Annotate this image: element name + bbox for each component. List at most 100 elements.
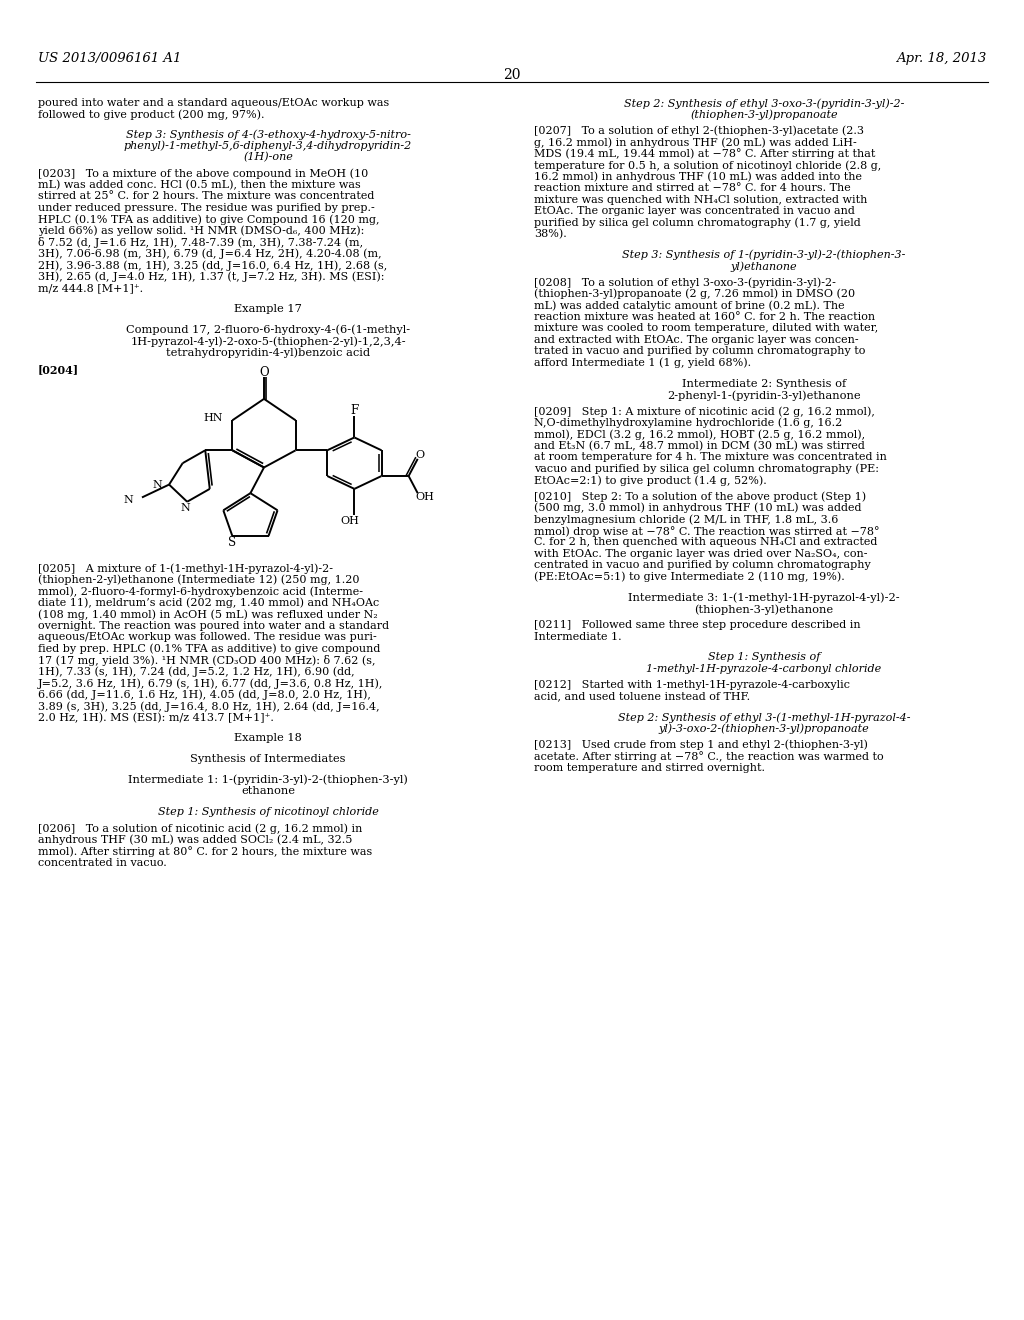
- Text: reaction mixture and stirred at −78° C. for 4 hours. The: reaction mixture and stirred at −78° C. …: [534, 183, 851, 193]
- Text: mL) was added conc. HCl (0.5 mL), then the mixture was: mL) was added conc. HCl (0.5 mL), then t…: [38, 180, 360, 190]
- Text: reaction mixture was heated at 160° C. for 2 h. The reaction: reaction mixture was heated at 160° C. f…: [534, 312, 876, 322]
- Text: Intermediate 2: Synthesis of: Intermediate 2: Synthesis of: [682, 379, 846, 388]
- Text: N: N: [123, 495, 133, 504]
- Text: Step 1: Synthesis of: Step 1: Synthesis of: [708, 652, 820, 663]
- Text: afford Intermediate 1 (1 g, yield 68%).: afford Intermediate 1 (1 g, yield 68%).: [534, 358, 752, 368]
- Text: mmol), 2-fluoro-4-formyl-6-hydroxybenzoic acid (Interme-: mmol), 2-fluoro-4-formyl-6-hydroxybenzoi…: [38, 586, 362, 597]
- Text: under reduced pressure. The residue was purified by prep.-: under reduced pressure. The residue was …: [38, 203, 375, 213]
- Text: 1H), 7.33 (s, 1H), 7.24 (dd, J=5.2, 1.2 Hz, 1H), 6.90 (dd,: 1H), 7.33 (s, 1H), 7.24 (dd, J=5.2, 1.2 …: [38, 667, 354, 677]
- Text: Synthesis of Intermediates: Synthesis of Intermediates: [190, 754, 346, 764]
- Text: 1-methyl-1H-pyrazole-4-carbonyl chloride: 1-methyl-1H-pyrazole-4-carbonyl chloride: [646, 664, 882, 673]
- Text: poured into water and a standard aqueous/EtOAc workup was: poured into water and a standard aqueous…: [38, 98, 389, 108]
- Text: 2.0 Hz, 1H). MS (ESI): m/z 413.7 [M+1]⁺.: 2.0 Hz, 1H). MS (ESI): m/z 413.7 [M+1]⁺.: [38, 713, 273, 723]
- Text: Step 2: Synthesis of ethyl 3-oxo-3-(pyridin-3-yl)-2-: Step 2: Synthesis of ethyl 3-oxo-3-(pyri…: [624, 98, 904, 108]
- Text: US 2013/0096161 A1: US 2013/0096161 A1: [38, 51, 181, 65]
- Text: [0211]   Followed same three step procedure described in: [0211] Followed same three step procedur…: [534, 620, 860, 630]
- Text: m/z 444.8 [M+1]⁺.: m/z 444.8 [M+1]⁺.: [38, 284, 143, 293]
- Text: 20: 20: [503, 69, 521, 82]
- Text: (500 mg, 3.0 mmol) in anhydrous THF (10 mL) was added: (500 mg, 3.0 mmol) in anhydrous THF (10 …: [534, 503, 861, 513]
- Text: 17 (17 mg, yield 3%). ¹H NMR (CD₃OD 400 MHz): δ 7.62 (s,: 17 (17 mg, yield 3%). ¹H NMR (CD₃OD 400 …: [38, 655, 376, 667]
- Text: overnight. The reaction was poured into water and a standard: overnight. The reaction was poured into …: [38, 620, 389, 631]
- Text: [0206]   To a solution of nicotinic acid (2 g, 16.2 mmol) in: [0206] To a solution of nicotinic acid (…: [38, 824, 362, 834]
- Text: yield 66%) as yellow solid. ¹H NMR (DMSO-d₆, 400 MHz):: yield 66%) as yellow solid. ¹H NMR (DMSO…: [38, 226, 365, 236]
- Text: N,O-dimethylhydroxylamine hydrochloride (1.6 g, 16.2: N,O-dimethylhydroxylamine hydrochloride …: [534, 417, 843, 428]
- Text: N: N: [153, 479, 162, 490]
- Text: Intermediate 1.: Intermediate 1.: [534, 631, 622, 642]
- Text: mixture was cooled to room temperature, diluted with water,: mixture was cooled to room temperature, …: [534, 323, 879, 334]
- Text: anhydrous THF (30 mL) was added SOCl₂ (2.4 mL, 32.5: anhydrous THF (30 mL) was added SOCl₂ (2…: [38, 834, 352, 845]
- Text: 16.2 mmol) in anhydrous THF (10 mL) was added into the: 16.2 mmol) in anhydrous THF (10 mL) was …: [534, 172, 862, 182]
- Text: and Et₃N (6.7 mL, 48.7 mmol) in DCM (30 mL) was stirred: and Et₃N (6.7 mL, 48.7 mmol) in DCM (30 …: [534, 441, 865, 451]
- Text: mixture was quenched with NH₄Cl solution, extracted with: mixture was quenched with NH₄Cl solution…: [534, 194, 867, 205]
- Text: [0212]   Started with 1-methyl-1H-pyrazole-4-carboxylic: [0212] Started with 1-methyl-1H-pyrazole…: [534, 680, 850, 690]
- Text: Intermediate 1: 1-(pyridin-3-yl)-2-(thiophen-3-yl): Intermediate 1: 1-(pyridin-3-yl)-2-(thio…: [128, 775, 408, 785]
- Text: EtOAc. The organic layer was concentrated in vacuo and: EtOAc. The organic layer was concentrate…: [534, 206, 855, 216]
- Text: N: N: [180, 503, 189, 513]
- Text: 3.89 (s, 3H), 3.25 (dd, J=16.4, 8.0 Hz, 1H), 2.64 (dd, J=16.4,: 3.89 (s, 3H), 3.25 (dd, J=16.4, 8.0 Hz, …: [38, 701, 380, 711]
- Text: stirred at 25° C. for 2 hours. The mixture was concentrated: stirred at 25° C. for 2 hours. The mixtu…: [38, 191, 375, 201]
- Text: g, 16.2 mmol) in anhydrous THF (20 mL) was added LiH-: g, 16.2 mmol) in anhydrous THF (20 mL) w…: [534, 137, 857, 148]
- Text: Step 3: Synthesis of 1-(pyridin-3-yl)-2-(thiophen-3-: Step 3: Synthesis of 1-(pyridin-3-yl)-2-…: [623, 249, 905, 260]
- Text: HPLC (0.1% TFA as additive) to give Compound 16 (120 mg,: HPLC (0.1% TFA as additive) to give Comp…: [38, 214, 380, 224]
- Text: (1H)-one: (1H)-one: [243, 152, 293, 162]
- Text: δ 7.52 (d, J=1.6 Hz, 1H), 7.48-7.39 (m, 3H), 7.38-7.24 (m,: δ 7.52 (d, J=1.6 Hz, 1H), 7.48-7.39 (m, …: [38, 238, 364, 248]
- Text: (thiophen-3-yl)propanoate (2 g, 7.26 mmol) in DMSO (20: (thiophen-3-yl)propanoate (2 g, 7.26 mmo…: [534, 289, 855, 300]
- Text: HN: HN: [204, 413, 223, 424]
- Text: trated in vacuo and purified by column chromatography to: trated in vacuo and purified by column c…: [534, 346, 865, 356]
- Text: (108 mg, 1.40 mmol) in AcOH (5 mL) was refluxed under N₂: (108 mg, 1.40 mmol) in AcOH (5 mL) was r…: [38, 610, 378, 620]
- Text: Compound 17, 2-fluoro-6-hydroxy-4-(6-(1-methyl-: Compound 17, 2-fluoro-6-hydroxy-4-(6-(1-…: [126, 325, 410, 335]
- Text: with EtOAc. The organic layer was dried over Na₂SO₄, con-: with EtOAc. The organic layer was dried …: [534, 549, 867, 558]
- Text: Example 17: Example 17: [234, 304, 302, 314]
- Text: temperature for 0.5 h, a solution of nicotinoyl chloride (2.8 g,: temperature for 0.5 h, a solution of nic…: [534, 160, 882, 170]
- Text: vacuo and purified by silica gel column chromatography (PE:: vacuo and purified by silica gel column …: [534, 463, 879, 474]
- Text: Step 2: Synthesis of ethyl 3-(1-methyl-1H-pyrazol-4-: Step 2: Synthesis of ethyl 3-(1-methyl-1…: [617, 711, 910, 722]
- Text: diate 11), meldrum’s acid (202 mg, 1.40 mmol) and NH₄OAc: diate 11), meldrum’s acid (202 mg, 1.40 …: [38, 598, 379, 609]
- Text: (thiophen-3-yl)ethanone: (thiophen-3-yl)ethanone: [694, 605, 834, 615]
- Text: mL) was added catalytic amount of brine (0.2 mL). The: mL) was added catalytic amount of brine …: [534, 301, 845, 312]
- Text: purified by silica gel column chromatography (1.7 g, yield: purified by silica gel column chromatogr…: [534, 218, 861, 228]
- Text: [0208]   To a solution of ethyl 3-oxo-3-(pyridin-3-yl)-2-: [0208] To a solution of ethyl 3-oxo-3-(p…: [534, 277, 836, 288]
- Text: acetate. After stirring at −78° C., the reaction was warmed to: acetate. After stirring at −78° C., the …: [534, 751, 884, 762]
- Text: [0203]   To a mixture of the above compound in MeOH (10: [0203] To a mixture of the above compoun…: [38, 168, 369, 178]
- Text: room temperature and stirred overnight.: room temperature and stirred overnight.: [534, 763, 765, 772]
- Text: Intermediate 3: 1-(1-methyl-1H-pyrazol-4-yl)-2-: Intermediate 3: 1-(1-methyl-1H-pyrazol-4…: [628, 593, 900, 603]
- Text: [0209]   Step 1: A mixture of nicotinic acid (2 g, 16.2 mmol),: [0209] Step 1: A mixture of nicotinic ac…: [534, 407, 874, 417]
- Text: acid, and used toluene instead of THF.: acid, and used toluene instead of THF.: [534, 692, 751, 701]
- Text: at room temperature for 4 h. The mixture was concentrated in: at room temperature for 4 h. The mixture…: [534, 453, 887, 462]
- Text: 3H), 7.06-6.98 (m, 3H), 6.79 (d, J=6.4 Hz, 2H), 4.20-4.08 (m,: 3H), 7.06-6.98 (m, 3H), 6.79 (d, J=6.4 H…: [38, 248, 382, 259]
- Text: centrated in vacuo and purified by column chromatography: centrated in vacuo and purified by colum…: [534, 560, 870, 570]
- Text: J=5.2, 3.6 Hz, 1H), 6.79 (s, 1H), 6.77 (dd, J=3.6, 0.8 Hz, 1H),: J=5.2, 3.6 Hz, 1H), 6.79 (s, 1H), 6.77 (…: [38, 678, 383, 689]
- Text: O: O: [416, 450, 425, 459]
- Text: 6.66 (dd, J=11.6, 1.6 Hz, 1H), 4.05 (dd, J=8.0, 2.0 Hz, 1H),: 6.66 (dd, J=11.6, 1.6 Hz, 1H), 4.05 (dd,…: [38, 689, 371, 701]
- Text: OH: OH: [340, 516, 359, 527]
- Text: yl)ethanone: yl)ethanone: [731, 261, 798, 272]
- Text: 1H-pyrazol-4-yl)-2-oxo-5-(thiophen-2-yl)-1,2,3,4-: 1H-pyrazol-4-yl)-2-oxo-5-(thiophen-2-yl)…: [130, 337, 406, 347]
- Text: concentrated in vacuo.: concentrated in vacuo.: [38, 858, 167, 867]
- Text: [0210]   Step 2: To a solution of the above product (Step 1): [0210] Step 2: To a solution of the abov…: [534, 491, 866, 502]
- Text: 38%).: 38%).: [534, 230, 566, 239]
- Text: tetrahydropyridin-4-yl)benzoic acid: tetrahydropyridin-4-yl)benzoic acid: [166, 347, 370, 358]
- Text: mmol) drop wise at −78° C. The reaction was stirred at −78°: mmol) drop wise at −78° C. The reaction …: [534, 525, 880, 537]
- Text: fied by prep. HPLC (0.1% TFA as additive) to give compound: fied by prep. HPLC (0.1% TFA as additive…: [38, 644, 380, 655]
- Text: 3H), 2.65 (d, J=4.0 Hz, 1H), 1.37 (t, J=7.2 Hz, 3H). MS (ESI):: 3H), 2.65 (d, J=4.0 Hz, 1H), 1.37 (t, J=…: [38, 272, 384, 282]
- Text: Apr. 18, 2013: Apr. 18, 2013: [896, 51, 986, 65]
- Text: mmol), EDCl (3.2 g, 16.2 mmol), HOBT (2.5 g, 16.2 mmol),: mmol), EDCl (3.2 g, 16.2 mmol), HOBT (2.…: [534, 429, 865, 440]
- Text: ethanone: ethanone: [241, 787, 295, 796]
- Text: C. for 2 h, then quenched with aqueous NH₄Cl and extracted: C. for 2 h, then quenched with aqueous N…: [534, 537, 878, 548]
- Text: Step 1: Synthesis of nicotinoyl chloride: Step 1: Synthesis of nicotinoyl chloride: [158, 807, 379, 817]
- Text: aqueous/EtOAc workup was followed. The residue was puri-: aqueous/EtOAc workup was followed. The r…: [38, 632, 377, 643]
- Text: yl)-3-oxo-2-(thiophen-3-yl)propanoate: yl)-3-oxo-2-(thiophen-3-yl)propanoate: [658, 723, 869, 734]
- Text: OH: OH: [415, 492, 434, 503]
- Text: [0205]   A mixture of 1-(1-methyl-1H-pyrazol-4-yl)-2-: [0205] A mixture of 1-(1-methyl-1H-pyraz…: [38, 564, 333, 574]
- Text: 2H), 3.96-3.88 (m, 1H), 3.25 (dd, J=16.0, 6.4 Hz, 1H), 2.68 (s,: 2H), 3.96-3.88 (m, 1H), 3.25 (dd, J=16.0…: [38, 260, 387, 271]
- Text: EtOAc=2:1) to give product (1.4 g, 52%).: EtOAc=2:1) to give product (1.4 g, 52%).: [534, 475, 767, 486]
- Text: benzylmagnesium chloride (2 M/L in THF, 1.8 mL, 3.6: benzylmagnesium chloride (2 M/L in THF, …: [534, 515, 839, 525]
- Text: (PE:EtOAc=5:1) to give Intermediate 2 (110 mg, 19%).: (PE:EtOAc=5:1) to give Intermediate 2 (1…: [534, 572, 845, 582]
- Text: 2-phenyl-1-(pyridin-3-yl)ethanone: 2-phenyl-1-(pyridin-3-yl)ethanone: [668, 391, 861, 401]
- Text: [0204]: [0204]: [38, 363, 79, 375]
- Text: MDS (19.4 mL, 19.44 mmol) at −78° C. After stirring at that: MDS (19.4 mL, 19.44 mmol) at −78° C. Aft…: [534, 149, 876, 160]
- Text: (thiophen-3-yl)propanoate: (thiophen-3-yl)propanoate: [690, 110, 838, 120]
- Text: (thiophen-2-yl)ethanone (Intermediate 12) (250 mg, 1.20: (thiophen-2-yl)ethanone (Intermediate 12…: [38, 574, 359, 585]
- Text: Example 18: Example 18: [234, 734, 302, 743]
- Text: O: O: [259, 366, 269, 379]
